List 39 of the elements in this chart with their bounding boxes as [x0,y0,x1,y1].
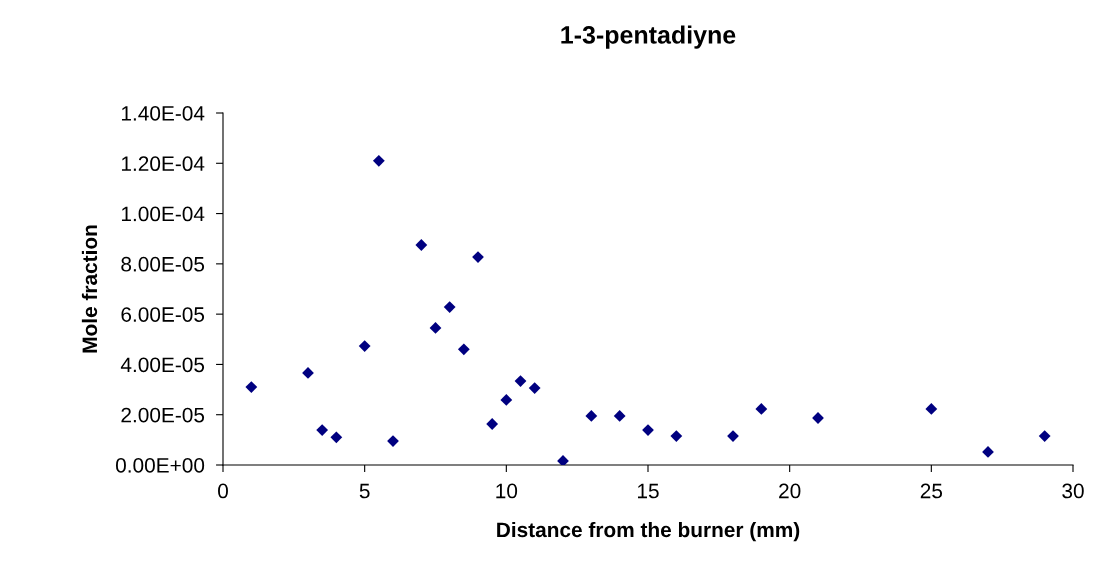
chart-title: 1-3-pentadiyne [561,25,736,49]
x-tick-label: 20 [779,483,801,499]
point [514,375,527,387]
point [500,393,513,406]
x-tick-label: 15 [638,483,659,499]
point [486,418,499,430]
point [585,410,598,422]
point [415,239,428,251]
x-tick-label: 10 [496,483,518,499]
point [429,322,442,334]
point [613,410,626,422]
point [245,381,258,393]
y-tick-label: 2.00E-05 [121,407,205,423]
point [372,154,385,167]
point [316,424,329,436]
x-tick-label: 0 [218,483,228,499]
point [358,340,371,352]
y-tick-label: 8.00E-05 [121,256,205,272]
point [387,435,399,448]
y-tick-label: 1.20E-04 [121,156,205,172]
point [755,403,768,415]
y-tick-label: 4.00E-05 [120,357,205,373]
x-axis-title: Distance from the burner (mm) [497,521,800,542]
y-axis-title: Mole fraction [81,225,98,353]
point [925,403,938,415]
point [457,343,470,356]
point [330,431,343,444]
point [557,455,569,465]
y-tick-label: 6.00E-05 [121,307,205,322]
point [670,430,683,442]
x-tick-label: 30 [1062,483,1084,499]
x-tick-label: 5 [359,483,370,499]
x-tick-label: 25 [920,483,943,499]
point [1038,430,1051,442]
point [443,301,456,313]
y-tick-label: 1.40E-04 [121,106,205,121]
y-tick-label: 0.00E+00 [115,458,205,473]
y-tick-label: 1.00E-04 [121,206,205,222]
point [528,382,541,394]
